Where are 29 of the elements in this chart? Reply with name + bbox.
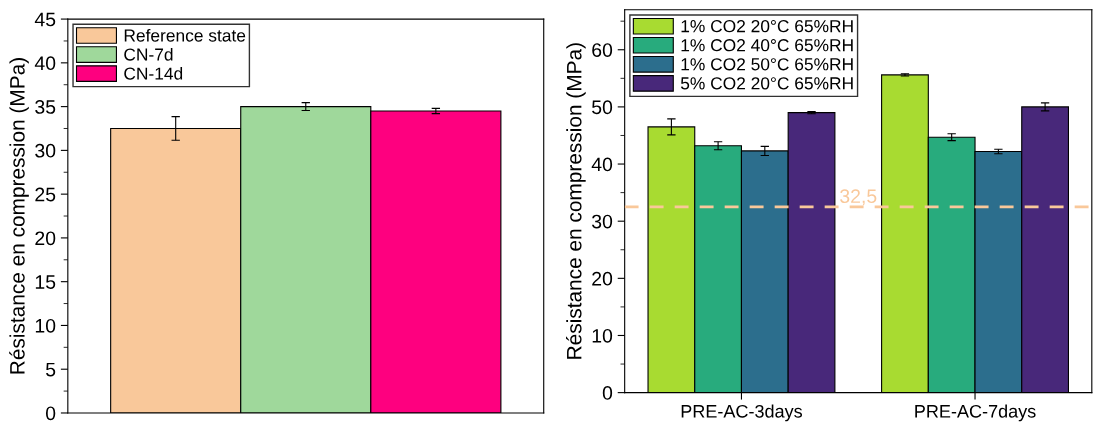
x-tick-label: PRE-AC-7days	[915, 404, 1036, 422]
legend-label: 1% CO2 20°C 65%RH	[681, 20, 853, 33]
legend-label: 1% CO2 50°C 65%RH	[681, 58, 853, 71]
y-tick-label: 40	[34, 56, 56, 71]
y-tick-label: 0	[45, 406, 56, 421]
y-tick-label: 10	[592, 328, 613, 343]
x-tick-label: PRE-AC-3days	[681, 404, 803, 422]
y-tick-label: 45	[34, 12, 56, 27]
y-tick-label: 20	[35, 231, 56, 246]
y-tick-label: 0	[602, 386, 613, 400]
legend-label: 5% CO2 20°C 65%RH	[680, 77, 853, 90]
legend-label: CN-7d	[124, 47, 173, 61]
y-tick-label: 60	[592, 43, 613, 57]
legend-label: 1% CO2 40°C 65%RH	[681, 39, 853, 52]
y-axis-title: Résistance en compression (MPa)	[566, 43, 586, 359]
y-tick-label: 40	[591, 157, 613, 172]
y-tick-label: 25	[35, 187, 56, 202]
y-axis-title: Résistance en compression (MPa)	[9, 58, 29, 374]
y-tick-label: 10	[35, 318, 56, 333]
y-tick-label: 15	[35, 275, 56, 289]
ref-line-label: 32,5	[840, 189, 877, 206]
legend-label: CN-14d	[124, 67, 183, 80]
y-tick-label: 30	[591, 214, 613, 229]
y-tick-label: 35	[35, 100, 56, 114]
y-tick-label: 30	[35, 143, 56, 158]
legend-label: Reference state	[124, 28, 246, 42]
y-tick-label: 5	[45, 362, 56, 377]
y-tick-label: 50	[592, 100, 613, 115]
y-tick-label: 20	[592, 271, 613, 286]
